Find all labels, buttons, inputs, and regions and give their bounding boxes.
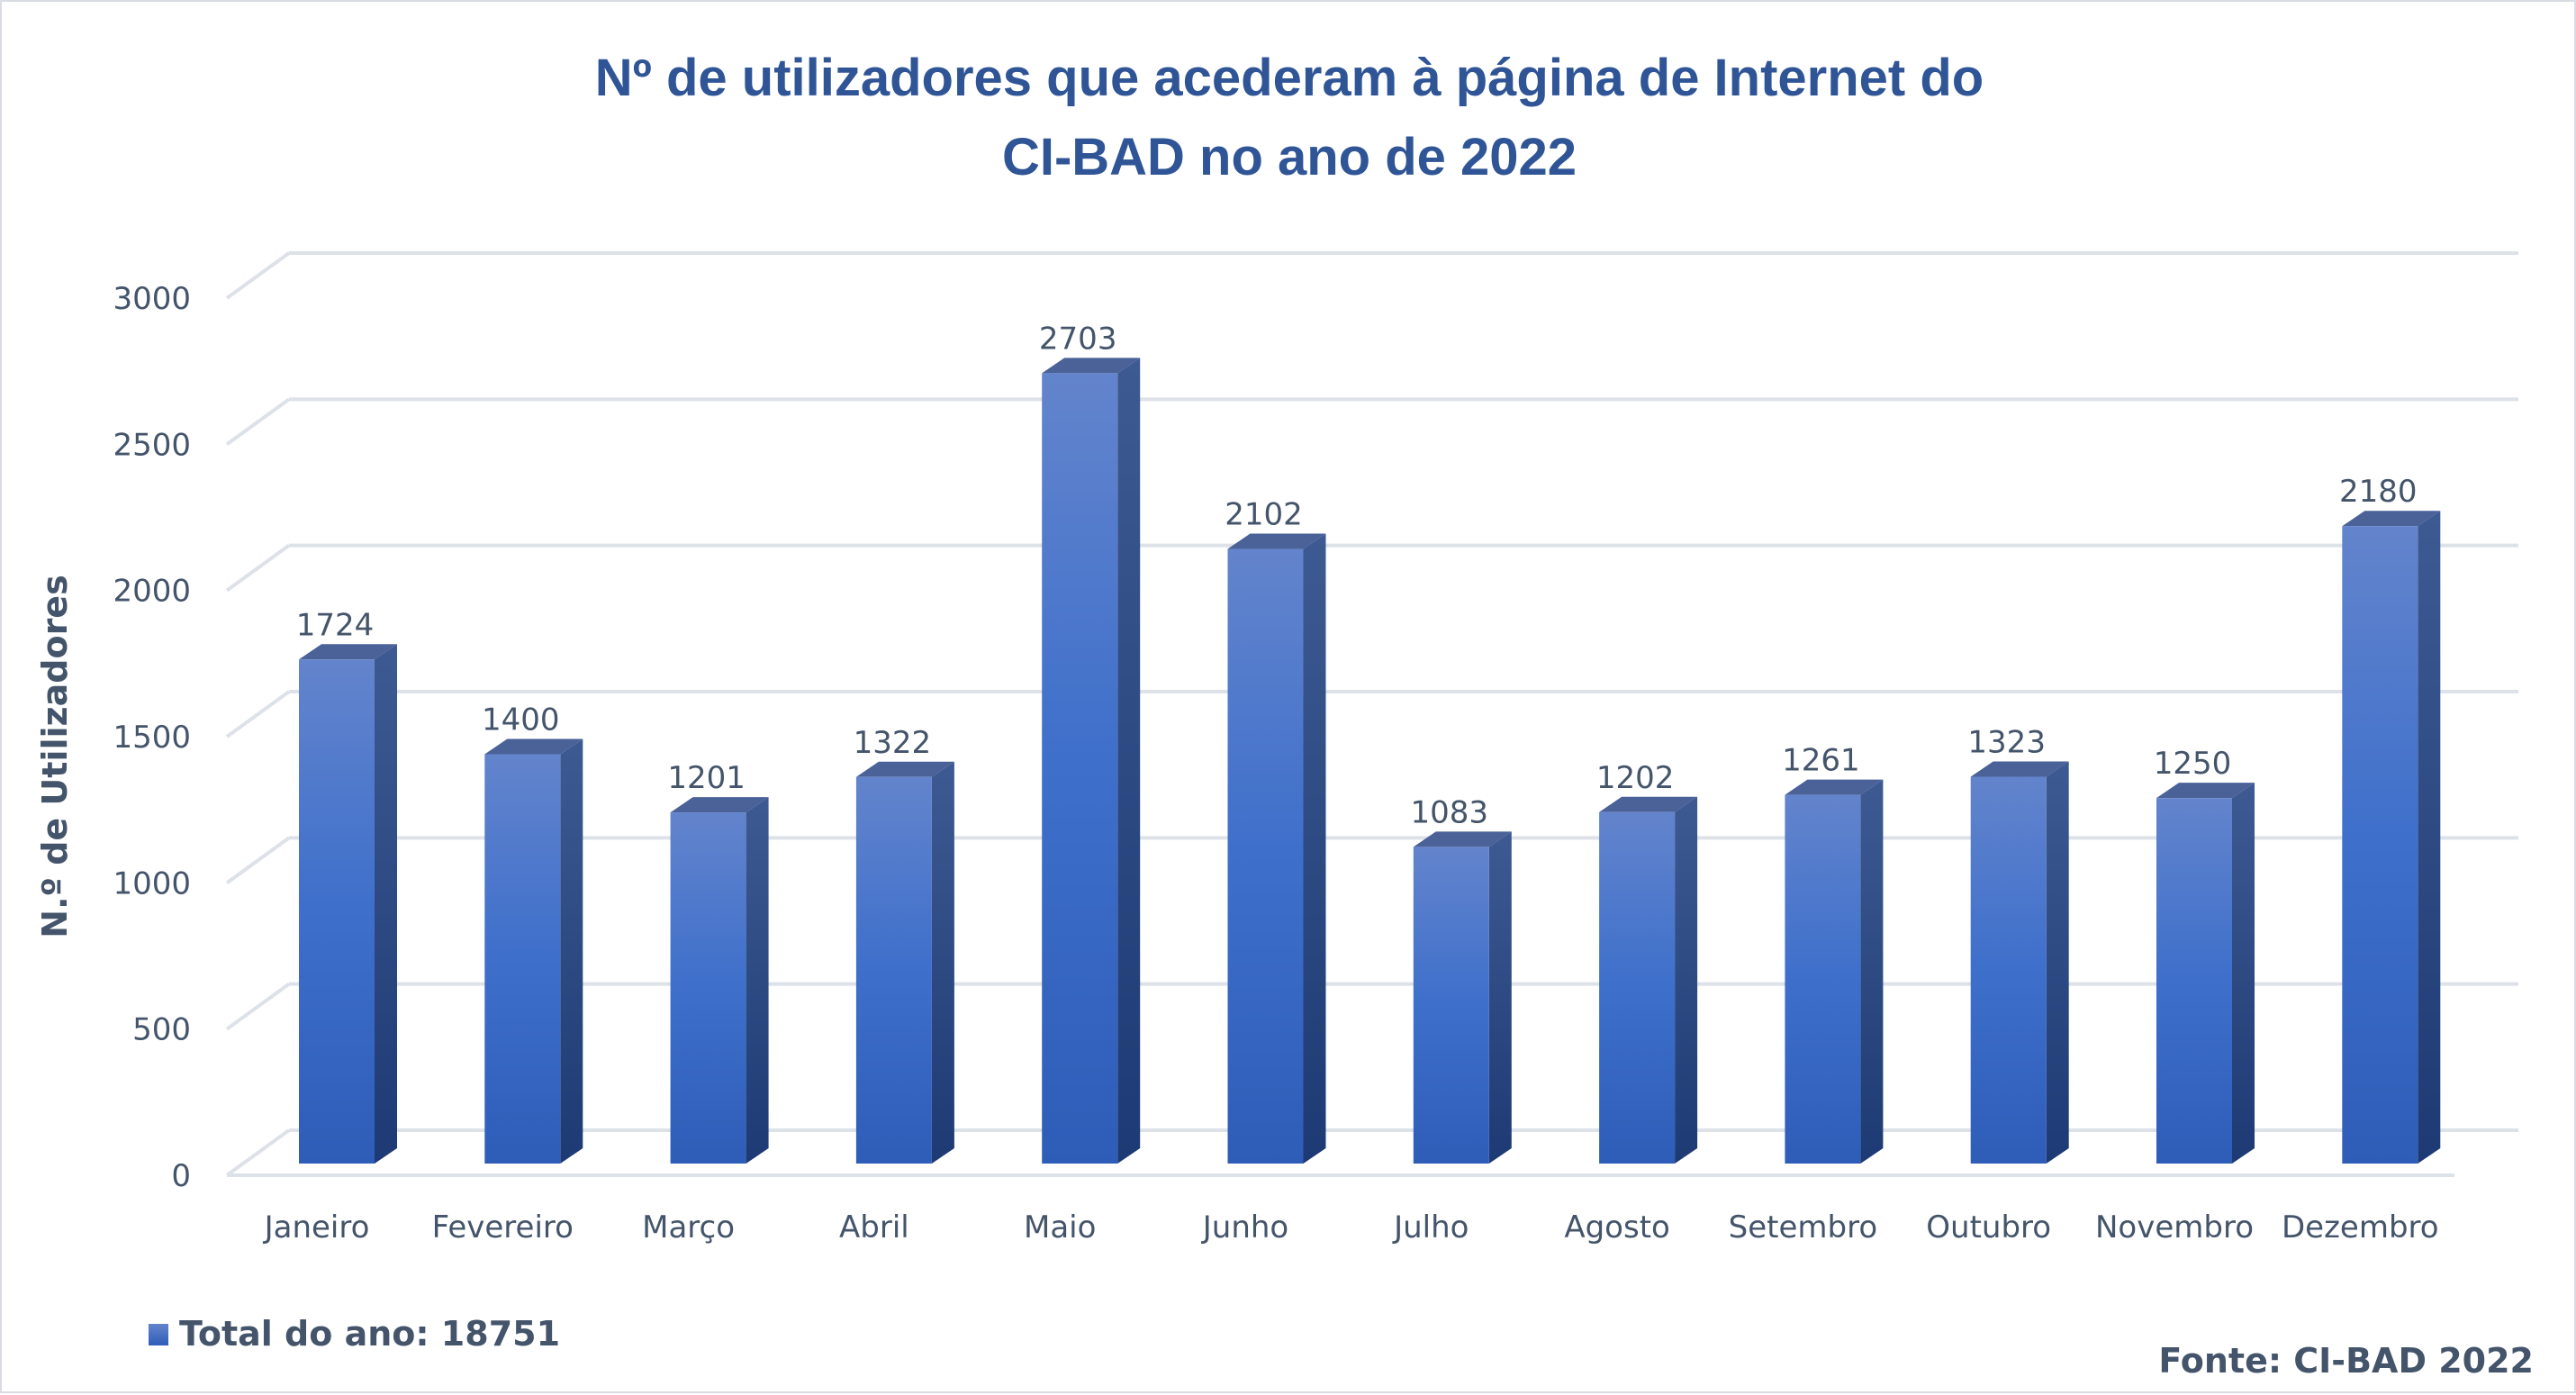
bar-side [560,738,583,1164]
bar-top [299,644,397,660]
x-tick-label: Fevereiro [432,1209,574,1246]
bar-março: 1201 [667,760,769,1164]
x-tick-label: Dezembro [2282,1209,2439,1246]
bar-front [855,776,932,1164]
bar-top [2156,783,2255,799]
chart-title-line-2: CI-BAD no ano de 2022 [1002,128,1577,186]
y-tick-label: 2000 [113,574,191,610]
data-label: 1322 [854,725,932,761]
x-tick-label: Agosto [1564,1209,1670,1246]
bar-julho: 1083 [1411,794,1512,1164]
gridlines [225,251,2518,1177]
y-tick-label: 1500 [113,720,191,756]
bar-front [2156,798,2232,1164]
y-tick-label: 0 [171,1158,191,1194]
bar-side [931,761,954,1164]
bar-front [1599,811,1676,1164]
data-label: 1323 [1967,724,2046,760]
data-label: 2703 [1039,321,1117,357]
bar-top [2342,511,2441,527]
bar-side [1117,358,1141,1164]
gridline-diagonal [225,690,291,738]
data-label: 1261 [1782,743,1860,779]
bar-front [299,659,375,1164]
x-axis-labels: Janeiro Fevereiro Março Abril Maio Junho Julho… [263,1209,2439,1246]
x-tick-label: Maio [1024,1209,1096,1246]
bar-side [746,797,769,1164]
data-label: 1724 [296,607,375,643]
bar-side [1488,831,1512,1164]
y-tick-label: 500 [132,1012,191,1048]
x-tick-label: Novembro [2095,1209,2254,1246]
data-label: 2102 [1225,497,1303,533]
bar-novembro: 1250 [2154,746,2255,1164]
gridline-diagonal [225,836,291,884]
bar-side [1675,796,1698,1164]
y-tick-label: 3000 [113,281,191,317]
gridline-diagonal [225,251,291,300]
gridline-diagonal [225,983,291,1031]
bar-side [2418,511,2441,1164]
bar-front [2342,526,2418,1164]
bar-side [2046,761,2069,1164]
y-axis-title: N.º de Utilizadores [35,575,75,938]
chart-title-line-1: Nº de utilizadores que acederam à página… [595,49,1984,107]
bar-fevereiro: 1400 [482,702,583,1164]
bar-top [484,738,583,755]
data-label: 1202 [1596,760,1675,796]
source-note: Fonte: CI-BAD 2022 [2158,1341,2534,1381]
x-tick-label: Janeiro [263,1209,370,1246]
x-tick-label: Abril [839,1209,909,1246]
bar-top [1599,796,1698,812]
bar-top [1413,831,1512,847]
bar-front [1970,776,2047,1164]
data-label: 2180 [2339,474,2418,510]
legend-swatch [149,1324,168,1345]
data-label: 1201 [667,760,746,796]
data-label: 1400 [482,702,560,738]
data-label: 1083 [1411,794,1489,830]
bar-top [1970,761,2069,777]
bar-outubro: 1323 [1967,724,2069,1164]
gridline-diagonal [225,544,291,593]
y-tick-label: 2500 [113,427,191,463]
bar-junho: 2102 [1225,497,1326,1164]
bar-front [1785,794,1861,1164]
x-tick-label: Junho [1201,1209,1288,1246]
x-tick-label: Julho [1392,1209,1469,1246]
bar-janeiro: 1724 [296,607,397,1164]
bar-top [1785,779,1884,795]
gridline-diagonal [225,1128,291,1177]
x-tick-label: Setembro [1729,1209,1877,1246]
x-tick-label: Março [642,1209,735,1246]
bars: 1724 1400 1201 1322 2703 2102 1083 1202 1261 1323… [296,321,2441,1164]
bar-side [1303,533,1326,1164]
bar-front [670,812,746,1164]
bar-agosto: 1202 [1596,760,1698,1164]
bar-front [1227,548,1304,1164]
bar-top [670,797,769,813]
bar-front [484,754,561,1164]
bar-top [855,761,954,777]
data-label: 1250 [2154,746,2232,782]
bar-front [1042,373,1118,1164]
y-tick-label: 1000 [113,865,191,901]
bar-side [2232,783,2255,1164]
bar-dezembro: 2180 [2339,474,2441,1164]
gridline-diagonal [225,397,291,446]
bar-side [1860,779,1884,1164]
bar-top [1042,358,1141,374]
bar-maio: 2703 [1039,321,1141,1164]
legend-label: Total do ano: 18751 [179,1314,560,1354]
y-axis-ticks: 0 500 1000 1500 2000 2500 3000 [113,281,191,1194]
bar-top [1227,533,1326,549]
bar-abril: 1322 [854,725,954,1164]
bar-front [1413,847,1489,1164]
x-tick-label: Outubro [1926,1209,2051,1246]
bar-setembro: 1261 [1782,743,1884,1164]
bar-side [375,644,397,1164]
